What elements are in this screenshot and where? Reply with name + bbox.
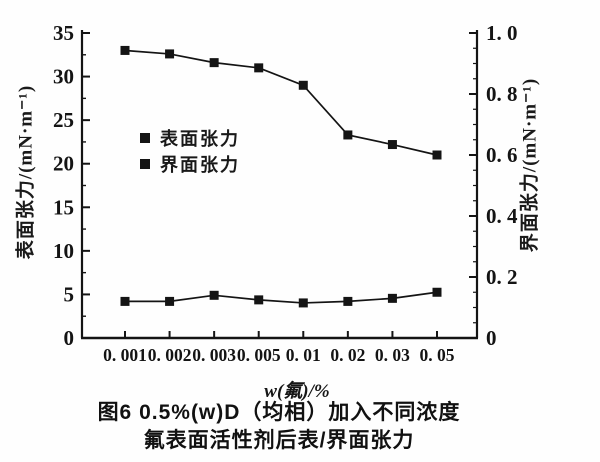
x-axis-label: w(氟)/%	[264, 381, 330, 402]
data-point-marker	[298, 80, 308, 90]
legend: 表面张力 界面张力	[140, 127, 240, 175]
square-marker-icon	[140, 133, 150, 143]
x-axis-tick-label: 0. 02	[330, 345, 365, 365]
caption-line-1: 图6 0.5%(w)D（均相）加入不同浓度	[97, 401, 461, 424]
data-point-marker	[209, 58, 219, 68]
left-axis-tick-label: 30	[53, 65, 74, 89]
right-axis-tick-label: 0. 2	[486, 265, 518, 289]
x-axis-tick-label: 0. 001	[103, 345, 147, 365]
left-axis-tick-label: 0	[64, 326, 75, 350]
left-axis-tick-label: 20	[53, 152, 74, 176]
left-axis-tick-label: 5	[64, 282, 75, 306]
right-axis-tick-label: 0	[486, 326, 497, 350]
data-point-marker	[120, 45, 130, 55]
left-y-axis-label: 表面张力/(mN·m⁻¹)	[15, 84, 37, 260]
right-axis-tick-label: 1. 0	[486, 21, 518, 45]
data-point-marker	[165, 49, 175, 59]
x-axis-tick-label: 0. 003	[192, 345, 236, 365]
x-axis-tick-label: 0. 005	[237, 345, 281, 365]
data-point-marker	[343, 296, 353, 306]
right-axis-tick-label: 0. 6	[486, 143, 518, 167]
legend-label: 界面张力	[160, 155, 240, 175]
left-axis-tick-label: 15	[53, 195, 74, 219]
square-marker-icon	[140, 159, 150, 169]
data-point-marker	[120, 296, 130, 306]
left-axis-tick-label: 35	[53, 21, 74, 45]
series-line-0	[124, 49, 438, 156]
caption-line-2: 氟表面活性剂后表/界面张力	[143, 429, 415, 452]
data-point-marker	[254, 295, 264, 305]
x-axis-tick-label: 0. 05	[420, 345, 455, 365]
right-axis-tick-label: 0. 8	[486, 82, 518, 106]
data-point-marker	[165, 296, 175, 306]
figure-caption: 图6 0.5%(w)D（均相）加入不同浓度 氟表面活性剂后表/界面张力	[0, 399, 558, 455]
data-point-marker	[343, 130, 353, 140]
legend-item-surface-tension: 表面张力	[140, 127, 240, 149]
data-point-marker	[298, 298, 308, 308]
x-axis-tick-label: 0. 01	[286, 345, 321, 365]
data-point-marker	[432, 287, 442, 297]
data-point-marker	[387, 293, 397, 303]
x-axis-tick-label: 0. 03	[375, 345, 410, 365]
series-line-1	[125, 291, 438, 304]
left-axis-tick-label: 10	[53, 239, 74, 263]
data-point-marker	[254, 63, 264, 73]
left-axis-tick-label: 25	[53, 108, 74, 132]
right-axis-tick-label: 0. 4	[486, 204, 518, 228]
x-axis-tick-label: 0. 002	[148, 345, 192, 365]
legend-label: 表面张力	[160, 129, 240, 149]
data-point-marker	[387, 140, 397, 150]
data-point-marker	[209, 290, 219, 300]
right-y-axis-label: 界面张力/(mN·m⁻¹)	[519, 77, 541, 253]
legend-item-interfacial-tension: 界面张力	[140, 153, 240, 175]
data-point-marker	[432, 150, 442, 160]
